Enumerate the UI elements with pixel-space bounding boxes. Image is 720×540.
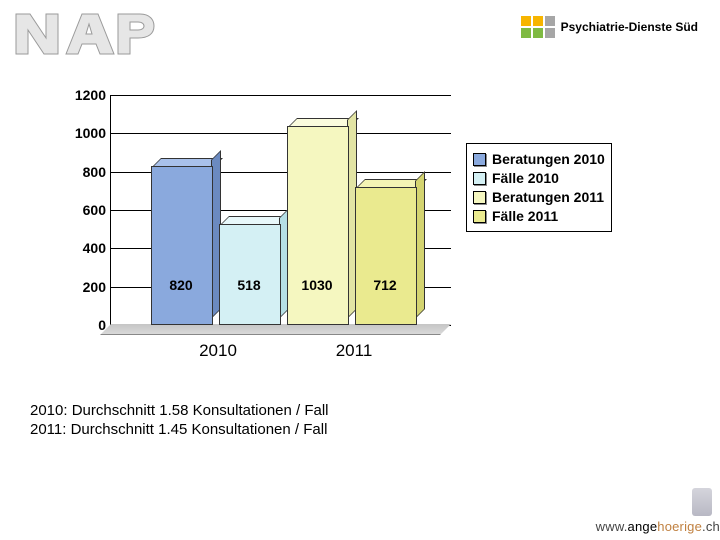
pds-block: [533, 28, 543, 38]
nap-logo: [12, 8, 162, 69]
legend-swatch: [473, 191, 486, 204]
pds-block: [545, 16, 555, 26]
footer-mid: ange: [628, 519, 658, 534]
legend-label: Fälle 2010: [492, 170, 559, 186]
legend: Beratungen 2010 Fälle 2010 Beratungen 2011…: [466, 143, 612, 232]
legend-item: Fälle 2010: [473, 170, 605, 186]
bar-f2010: [219, 226, 279, 325]
bar-value-label: 712: [355, 277, 415, 293]
y-tick-label: 200: [36, 279, 106, 295]
pds-block: [521, 16, 531, 26]
note-2010: 2010: Durchschnitt 1.58 Konsultationen /…: [30, 402, 329, 419]
bar-value-label: 518: [219, 277, 279, 293]
footer-prefix: www.: [596, 519, 628, 534]
footer-suffix: .ch: [702, 519, 720, 534]
x-group-label: 2011: [314, 341, 394, 361]
bar-value-label: 820: [151, 277, 211, 293]
legend-swatch: [473, 210, 486, 223]
legend-item: Fälle 2011: [473, 208, 605, 224]
y-tick-label: 1200: [36, 87, 106, 103]
legend-item: Beratungen 2010: [473, 151, 605, 167]
chart-floor: [100, 324, 451, 335]
y-tick-label: 1000: [36, 125, 106, 141]
pds-label: Psychiatrie-Dienste Süd: [561, 20, 698, 34]
chart: 020040060080010001200 8205181030712 2010…: [30, 95, 590, 365]
bars: 820 518 1030 712: [111, 95, 451, 325]
bar-front: [151, 166, 213, 325]
legend-swatch: [473, 172, 486, 185]
legend-label: Fälle 2011: [492, 208, 558, 224]
pds-block: [521, 28, 531, 38]
y-tick-label: 800: [36, 164, 106, 180]
bar-front: [355, 187, 417, 325]
y-tick-label: 0: [36, 317, 106, 333]
legend-item: Beratungen 2011: [473, 189, 605, 205]
legend-swatch: [473, 153, 486, 166]
bar-f2011: [355, 189, 415, 325]
pds-logo: Psychiatrie-Dienste Süd: [521, 16, 698, 38]
y-axis: 020040060080010001200: [30, 95, 110, 325]
slide-number-badge: [692, 488, 712, 516]
bar-b2010: [151, 168, 211, 325]
bar-b2011: [287, 128, 347, 325]
bar-front: [219, 224, 281, 325]
y-tick-label: 400: [36, 240, 106, 256]
legend-label: Beratungen 2010: [492, 151, 605, 167]
note-2011: 2011: Durchschnitt 1.45 Konsultationen /…: [30, 421, 329, 438]
bar-front: [287, 126, 349, 325]
y-tick-label: 600: [36, 202, 106, 218]
legend-label: Beratungen 2011: [492, 189, 604, 205]
x-group-label: 2010: [178, 341, 258, 361]
footer-url: www.angehoerige.ch: [596, 519, 720, 534]
header: Psychiatrie-Dienste Süd: [12, 8, 708, 58]
pds-block: [533, 16, 543, 26]
slide: Psychiatrie-Dienste Süd 0 200 400 600 800 100…: [0, 0, 720, 540]
bar-value-label: 1030: [287, 277, 347, 293]
pds-blocks-icon: [521, 16, 555, 38]
pds-block: [545, 28, 555, 38]
notes: 2010: Durchschnitt 1.58 Konsultationen /…: [30, 400, 329, 440]
footer-accent: hoerige: [657, 519, 702, 534]
plot-area: 820 518 1030 712: [110, 95, 451, 326]
